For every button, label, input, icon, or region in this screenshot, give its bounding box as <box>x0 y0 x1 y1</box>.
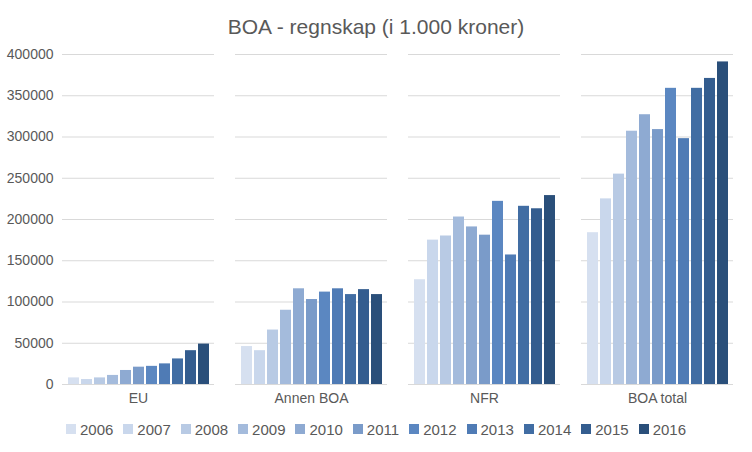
svg-text:150000: 150000 <box>7 252 54 268</box>
html-text:2013: 2013 <box>480 420 514 438</box>
svg-text:Annen BOA: Annen BOA <box>275 390 350 406</box>
html-text:2015: 2015 <box>595 420 629 438</box>
svg-text:50000: 50000 <box>15 335 54 351</box>
html-text:2007: 2007 <box>137 420 171 438</box>
svg-text:250000: 250000 <box>7 170 54 186</box>
html-text:2014: 2014 <box>537 420 572 438</box>
html-text:2008: 2008 <box>194 420 229 438</box>
svg-text:400000: 400000 <box>7 46 54 62</box>
svg-text:300000: 300000 <box>7 128 54 144</box>
html-text:2012: 2012 <box>423 420 457 438</box>
html-text:2009: 2009 <box>252 420 286 438</box>
svg-text:200000: 200000 <box>7 211 54 227</box>
svg-text:NFR: NFR <box>470 390 499 406</box>
html-text:2006: 2006 <box>80 420 114 438</box>
svg-text:100000: 100000 <box>7 293 54 309</box>
html-text:2010: 2010 <box>309 420 343 438</box>
html-text:2011: 2011 <box>366 420 400 438</box>
svg-text:350000: 350000 <box>7 87 54 103</box>
html-text:BOA - regnskap (i 1.000 kroner: BOA - regnskap (i 1.000 kroner) <box>227 15 525 38</box>
svg-text:0: 0 <box>46 376 54 392</box>
svg-text:EU: EU <box>129 390 148 406</box>
html-text:2016: 2016 <box>652 420 686 438</box>
svg-text:BOA total: BOA total <box>628 390 687 406</box>
